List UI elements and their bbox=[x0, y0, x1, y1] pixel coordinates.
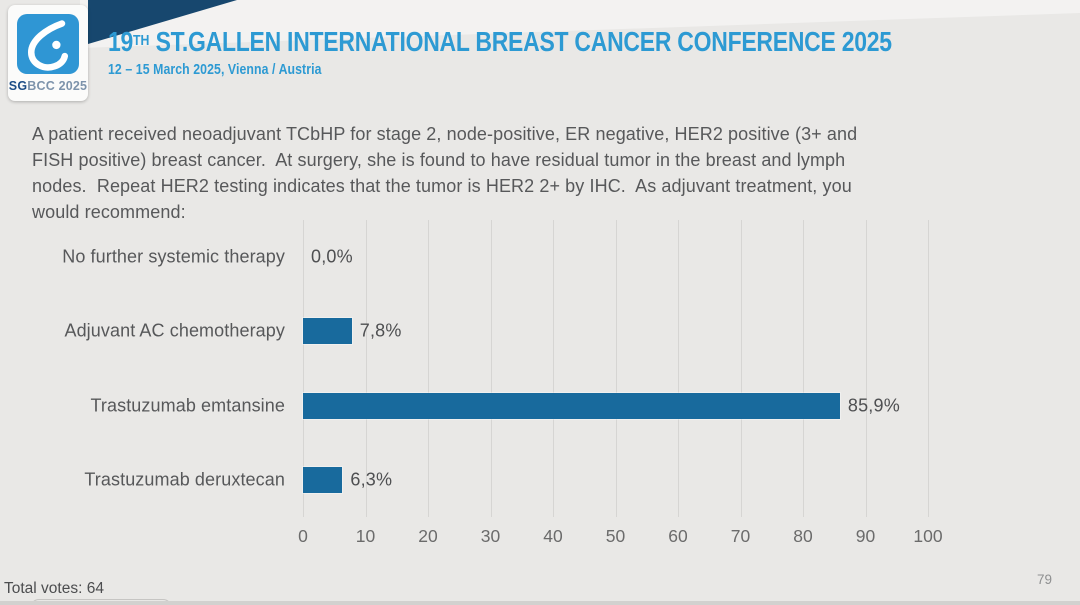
title-ordinal: TH bbox=[133, 32, 150, 49]
gridline bbox=[740, 220, 742, 517]
gridline bbox=[490, 220, 492, 517]
bar-value-label: 0,0% bbox=[311, 246, 353, 267]
total-votes-label: Total votes: 64 bbox=[4, 580, 104, 597]
gridline bbox=[365, 220, 367, 517]
bar-value-label: 6,3% bbox=[350, 469, 393, 490]
title-number: 19 bbox=[108, 26, 134, 57]
x-tick-label: 70 bbox=[730, 526, 751, 546]
category-label: Trastuzumab deruxtecan bbox=[84, 469, 285, 490]
bar-track: 85,9% bbox=[303, 369, 928, 443]
chart-row: No further systemic therapy 0,0% bbox=[0, 220, 1080, 294]
chart-row: Trastuzumab deruxtecan 6,3% bbox=[0, 443, 1080, 517]
x-tick-label: 50 bbox=[605, 526, 626, 546]
x-tick-label: 60 bbox=[668, 526, 688, 546]
gridline bbox=[428, 220, 429, 517]
gridline bbox=[615, 220, 617, 517]
bar bbox=[303, 466, 343, 493]
x-tick-label: 90 bbox=[855, 526, 876, 546]
page-number: 79 bbox=[1036, 572, 1052, 587]
category-label: Trastuzumab emtansine bbox=[90, 395, 285, 416]
x-tick-label: 20 bbox=[418, 526, 438, 546]
x-tick-label: 30 bbox=[480, 526, 501, 546]
x-tick-label: 0 bbox=[298, 526, 308, 546]
title-text: ST.GALLEN INTERNATIONAL BREAST CANCER CO… bbox=[149, 26, 892, 57]
sgbcc-logo-caption: SGBCC 2025 bbox=[8, 79, 88, 93]
category-label: No further systemic therapy bbox=[62, 246, 285, 267]
question-line: nodes. Repeat HER2 testing indicates tha… bbox=[32, 176, 852, 196]
bar-value-label: 7,8% bbox=[359, 320, 402, 341]
bar-track: 0,0% bbox=[303, 220, 928, 294]
gridline bbox=[803, 220, 804, 517]
chart-x-axis: 0 10 20 30 40 50 60 70 80 90 100 bbox=[298, 526, 942, 550]
question-text: A patient received neoadjuvant TCbHP for… bbox=[32, 121, 1062, 225]
bottom-edge-strip bbox=[0, 601, 1080, 605]
x-tick-label: 80 bbox=[793, 526, 813, 546]
bar bbox=[303, 318, 352, 345]
category-label: Adjuvant AC chemotherapy bbox=[64, 320, 285, 341]
gridline bbox=[928, 220, 929, 517]
gridline bbox=[553, 220, 554, 517]
bar-track: 6,3% bbox=[303, 443, 928, 517]
sgbcc-logo-card: SGBCC 2025 bbox=[8, 5, 88, 101]
x-tick-label: 40 bbox=[543, 526, 563, 546]
logo-caption-rest: BCC 2025 bbox=[27, 79, 88, 93]
gridline bbox=[865, 220, 867, 517]
chart-row: Trastuzumab emtansine 85,9% bbox=[0, 369, 1080, 443]
question-line: would recommend: bbox=[32, 202, 186, 222]
chart-plot bbox=[303, 220, 929, 517]
chart-rows: No further systemic therapy 0,0% Adjuvant … bbox=[0, 220, 1080, 517]
gridline bbox=[678, 220, 679, 517]
bar bbox=[303, 392, 840, 419]
conference-subtitle: 12 – 15 March 2025, Vienna / Austria bbox=[108, 61, 322, 78]
gridline bbox=[303, 220, 304, 517]
sgbcc-breast-logo-icon bbox=[17, 14, 79, 74]
logo-caption-strong: SG bbox=[8, 79, 28, 93]
conference-header: 19TH ST.GALLEN INTERNATIONAL BREAST CANC… bbox=[108, 26, 892, 78]
x-tick-label: 100 bbox=[913, 526, 943, 546]
question-line: A patient received neoadjuvant TCbHP for… bbox=[32, 124, 858, 144]
x-tick-label: 10 bbox=[355, 526, 376, 546]
question-line: FISH positive) breast cancer. At surgery… bbox=[32, 150, 846, 170]
chart-row: Adjuvant AC chemotherapy 7,8% bbox=[0, 294, 1080, 368]
bar-track: 7,8% bbox=[303, 294, 928, 368]
conference-title: 19TH ST.GALLEN INTERNATIONAL BREAST CANC… bbox=[108, 26, 892, 58]
bar-value-label: 85,9% bbox=[847, 395, 900, 416]
